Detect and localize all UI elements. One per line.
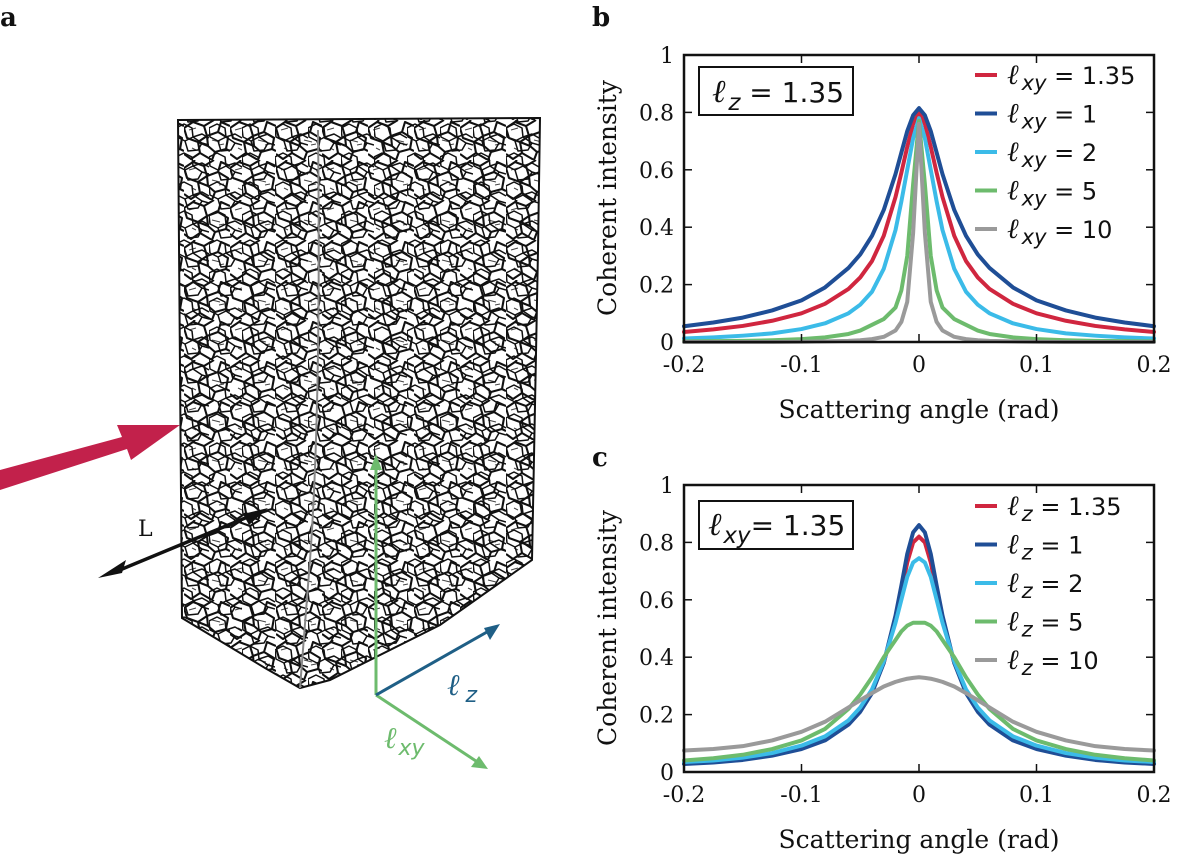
length-L-arrow bbox=[98, 508, 268, 578]
chart-b-frame bbox=[682, 53, 1156, 344]
chart-b-series-line-1 bbox=[682, 110, 1156, 334]
chart-c-ytick-label: 0.2 bbox=[639, 704, 674, 729]
chart-c-xtick-label: 0 bbox=[912, 783, 926, 808]
chart-c-annotation: ℓxy= 1.35 bbox=[708, 505, 845, 549]
chart-b-ytick-label: 0.8 bbox=[639, 101, 674, 126]
chart-b-xtick-label: 0.1 bbox=[1019, 353, 1054, 378]
chart-c-series-line-5 bbox=[682, 675, 1156, 753]
chart-b-legend-entry: ℓ xy = 2 bbox=[1007, 135, 1097, 172]
chart-b: -0.2 -0.1 0 0.1 0.2 0 0.2 0.4 0.6 0.8 1 Scattering… bbox=[593, 44, 1172, 424]
panel-letter-b: b bbox=[592, 3, 610, 33]
chart-c-xtick-label: 0.2 bbox=[1137, 783, 1172, 808]
chart-c-ylabel: Coherent intensity bbox=[593, 509, 622, 746]
chart-c-xtick-label: -0.2 bbox=[663, 783, 705, 808]
coordinate-axes bbox=[370, 454, 500, 769]
panel-letter-a: a bbox=[0, 3, 17, 33]
chart-b-ticks-layer: -0.2 -0.1 0 0.1 0.2 0 0.2 0.4 0.6 0.8 1 bbox=[639, 44, 1172, 378]
chart-b-ylabel: Coherent intensity bbox=[593, 79, 622, 316]
chart-c-ytick-label: 0.4 bbox=[639, 646, 674, 671]
chart-b-xtick-label: -0.1 bbox=[780, 353, 822, 378]
chart-b-legend-entry: ℓ xy = 10 bbox=[1007, 212, 1112, 249]
chart-c-ytick-label: 0.6 bbox=[639, 589, 674, 614]
chart-c: -0.2 -0.1 0 0.1 0.2 0 0.2 0.4 0.6 0.8 1 Scattering… bbox=[593, 474, 1172, 854]
chart-b-xtick-label: 0.2 bbox=[1137, 353, 1172, 378]
chart-c-xtick-label: -0.1 bbox=[780, 783, 822, 808]
chart-b-legend-entry: ℓ xy = 1 bbox=[1007, 97, 1097, 134]
chart-c-ytick-label: 0 bbox=[660, 761, 674, 786]
foam-sample-detail bbox=[178, 118, 540, 688]
chart-b-legend-entry: ℓ xy = 1.35 bbox=[1007, 58, 1135, 95]
chart-b-xtick-label: -0.2 bbox=[663, 353, 705, 378]
panel-letter-c: c bbox=[592, 443, 608, 473]
chart-c-xtick-label: 0.1 bbox=[1019, 783, 1054, 808]
chart-c-series-line-4 bbox=[682, 620, 1156, 763]
chart-c-frame bbox=[682, 483, 1156, 774]
incident-beam-arrow bbox=[0, 425, 180, 490]
length-L-label: L bbox=[138, 517, 153, 542]
chart-b-ytick-label: 0.4 bbox=[639, 216, 674, 241]
chart-b-legend: ℓ xy = 1.35ℓ xy = 1ℓ xy = 2ℓ xy = 5ℓ xy = 10 bbox=[975, 58, 1135, 249]
chart-b-ytick-label: 0.2 bbox=[639, 274, 674, 299]
chart-c-xlabel: Scattering angle (rad) bbox=[778, 825, 1059, 854]
chart-b-legend-entry: ℓ xy = 5 bbox=[1007, 174, 1097, 211]
chart-c-ticks-layer: -0.2 -0.1 0 0.1 0.2 0 0.2 0.4 0.6 0.8 1 bbox=[639, 474, 1172, 808]
chart-b-xlabel: Scattering angle (rad) bbox=[778, 395, 1059, 424]
foam-edge bbox=[299, 129, 320, 689]
chart-b-annotation-box bbox=[698, 66, 854, 116]
chart-c-series-line-3 bbox=[682, 556, 1156, 764]
chart-b-series-line-2 bbox=[682, 106, 1156, 329]
axis-label-xy: ℓxy bbox=[384, 721, 426, 761]
chart-c-series-layer bbox=[682, 523, 1156, 766]
chart-b-ytick-label: 1 bbox=[660, 44, 674, 69]
chart-b-ytick-label: 0 bbox=[660, 331, 674, 356]
chart-c-ytick-label: 0.8 bbox=[639, 531, 674, 556]
chart-b-series-line-4 bbox=[682, 119, 1156, 344]
chart-c-annotation-box bbox=[698, 500, 854, 550]
chart-b-ytick-label: 0.6 bbox=[639, 159, 674, 184]
chart-b-xtick-label: 0 bbox=[912, 353, 926, 378]
chart-c-ytick-label: 1 bbox=[660, 474, 674, 499]
chart-b-series-line-3 bbox=[682, 116, 1156, 341]
chart-c-series-line-2 bbox=[682, 523, 1156, 766]
